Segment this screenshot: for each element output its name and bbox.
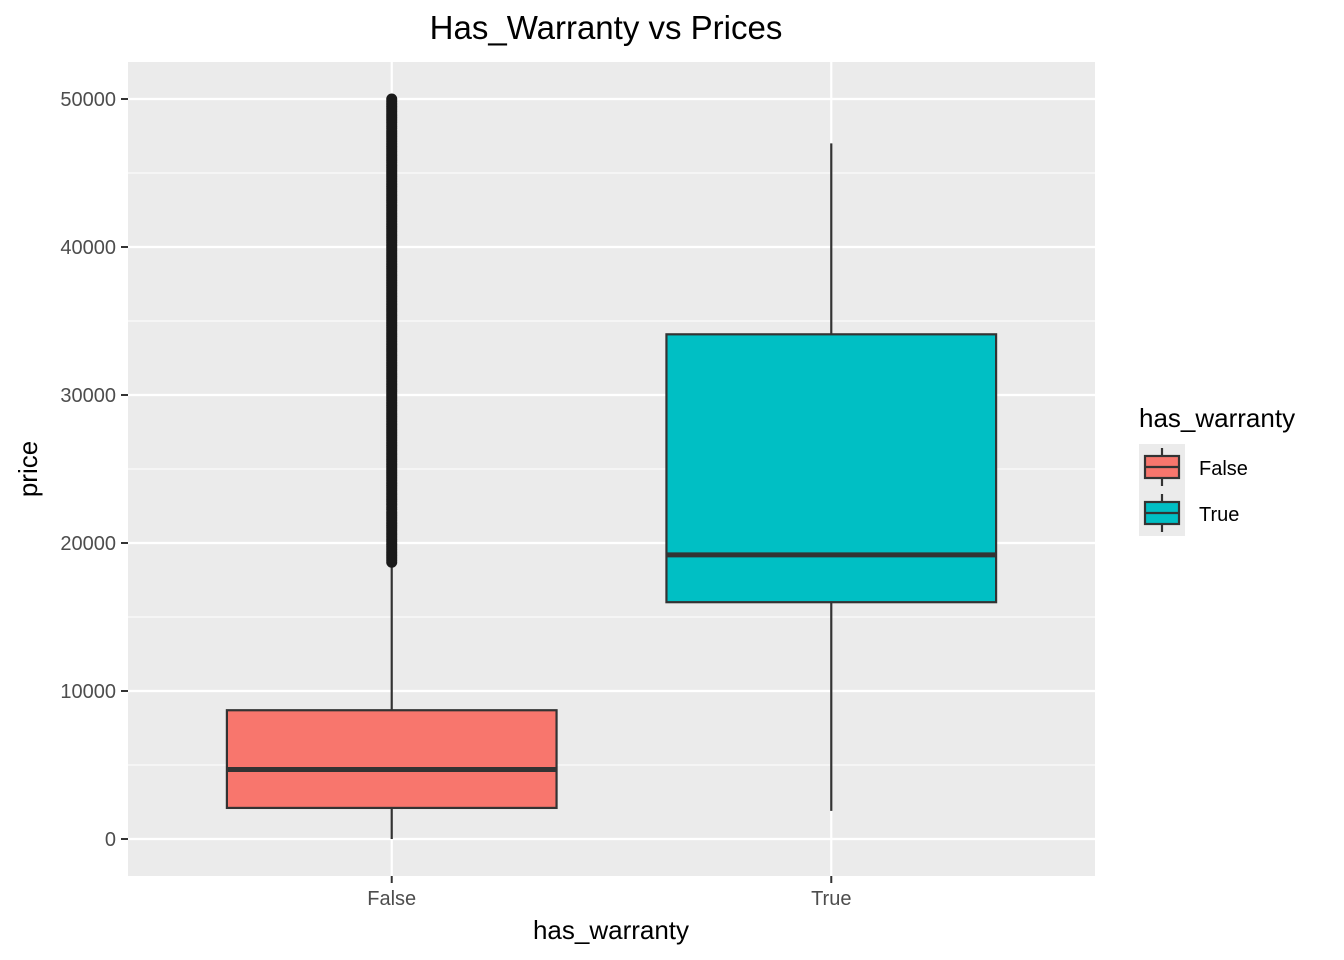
y-tick-label: 50000 — [60, 89, 116, 111]
outliers — [386, 93, 398, 568]
y-tick-label: 40000 — [60, 237, 116, 259]
y-axis-title: price — [13, 441, 43, 497]
grid-major — [128, 62, 1095, 876]
box-true — [665, 143, 998, 811]
legend-label-false: False — [1199, 458, 1248, 480]
y-tick-label: 20000 — [60, 533, 116, 555]
y-axis: 0 10000 20000 30000 40000 50000 — [60, 89, 128, 851]
box-body — [665, 333, 998, 604]
y-tick-label: 30000 — [60, 385, 116, 407]
legend-key-true — [1143, 494, 1181, 532]
y-tick-label: 0 — [105, 829, 116, 851]
legend-label-true: True — [1199, 504, 1239, 526]
x-axis-title: has_warranty — [533, 915, 689, 945]
legend: has_warranty False True — [1139, 403, 1295, 536]
legend-key-false — [1143, 448, 1181, 486]
outlier-point — [386, 93, 398, 105]
chart-title: Has_Warranty vs Prices — [430, 9, 783, 46]
box-false — [225, 93, 558, 839]
box-body — [225, 709, 558, 810]
y-tick-label: 10000 — [60, 681, 116, 703]
x-tick-label: False — [367, 888, 416, 910]
legend-title: has_warranty — [1139, 403, 1295, 433]
boxes — [225, 93, 998, 839]
x-axis: False True — [367, 876, 851, 910]
x-tick-label: True — [811, 888, 851, 910]
